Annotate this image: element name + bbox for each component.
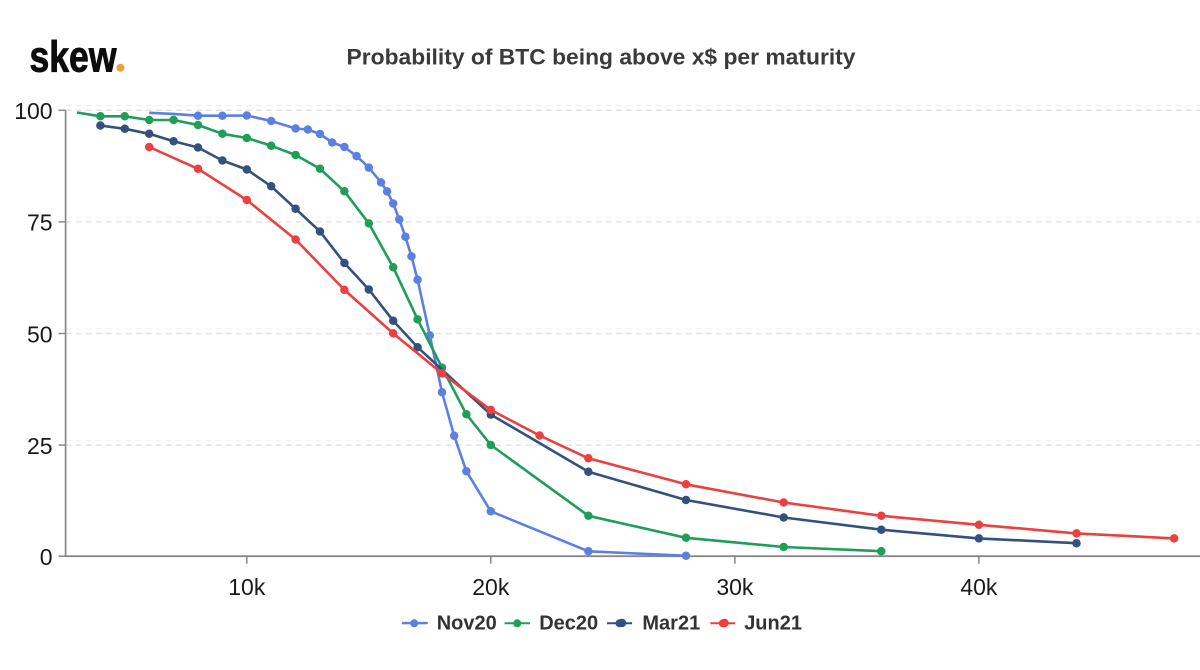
svg-text:Jun21: Jun21	[744, 613, 802, 635]
svg-text:40k: 40k	[960, 574, 998, 600]
svg-text:100: 100	[14, 98, 52, 124]
svg-text:50: 50	[27, 321, 53, 347]
svg-text:Dec20: Dec20	[539, 613, 598, 635]
svg-text:skew: skew	[30, 33, 118, 82]
svg-text:Mar21: Mar21	[642, 613, 700, 635]
svg-text:30k: 30k	[716, 574, 754, 600]
svg-text:10k: 10k	[228, 574, 266, 600]
svg-text:0: 0	[40, 544, 53, 570]
svg-text:75: 75	[27, 210, 53, 236]
svg-text:Probability of BTC being above: Probability of BTC being above x$ per ma…	[347, 45, 857, 70]
svg-text:25: 25	[27, 433, 53, 459]
svg-text:20k: 20k	[472, 574, 510, 600]
svg-text:Nov20: Nov20	[437, 613, 497, 635]
